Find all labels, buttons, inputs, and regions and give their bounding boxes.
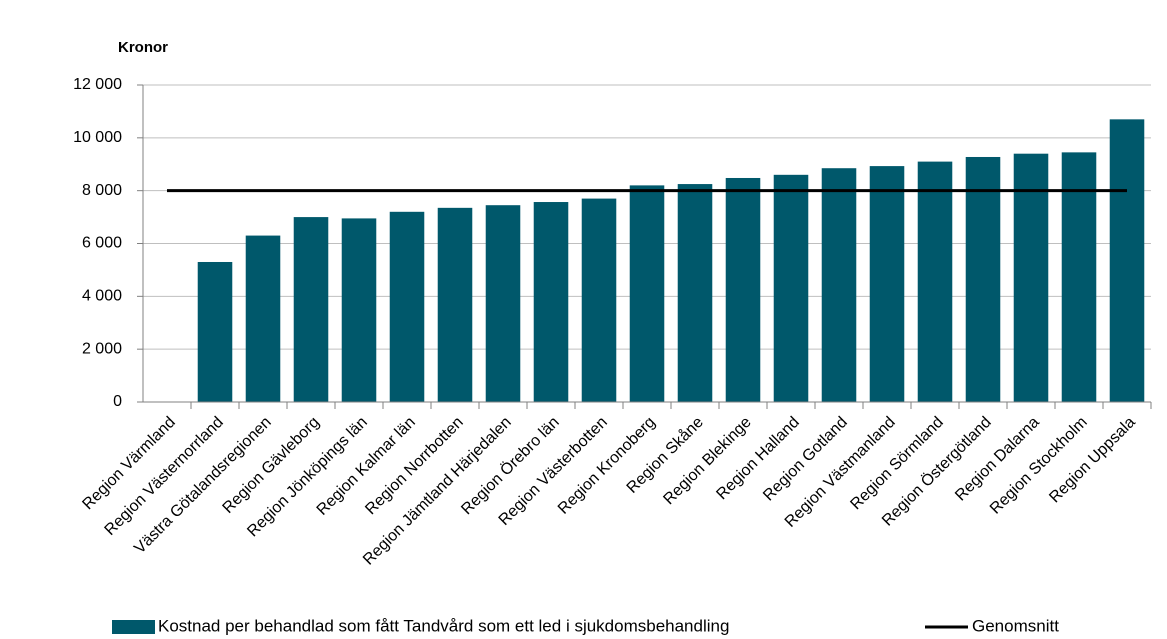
bar: [725, 177, 761, 402]
y-axis-label: Kronor: [118, 39, 168, 56]
y-tick-label: 10 000: [73, 129, 122, 146]
bar: [1061, 152, 1097, 402]
y-tick-label: 0: [113, 393, 122, 410]
y-tick-label: 2 000: [82, 340, 122, 357]
bar: [581, 198, 617, 402]
bar: [389, 211, 425, 402]
legend-label: Kostnad per behandlad som fått Tandvård …: [158, 616, 729, 635]
bar: [917, 161, 953, 402]
bar: [485, 205, 521, 402]
bar: [341, 218, 377, 402]
bar: [869, 166, 905, 402]
y-tick-label: 12 000: [73, 76, 122, 93]
bar: [1013, 153, 1049, 402]
bar: [821, 168, 857, 402]
y-tick-label: 4 000: [82, 288, 122, 305]
bar: [677, 184, 713, 402]
bar: [197, 261, 233, 402]
y-tick-label: 8 000: [82, 182, 122, 199]
bar: [629, 185, 665, 402]
bar: [773, 174, 809, 402]
bar: [245, 235, 281, 402]
bar: [293, 217, 329, 402]
y-tick-label: 6 000: [82, 235, 122, 252]
legend-label: Genomsnitt: [972, 616, 1059, 635]
bar: [965, 156, 1001, 402]
legend-swatch: [112, 620, 155, 634]
bar: [437, 207, 473, 402]
bar: [533, 202, 569, 402]
bar: [1109, 119, 1145, 402]
